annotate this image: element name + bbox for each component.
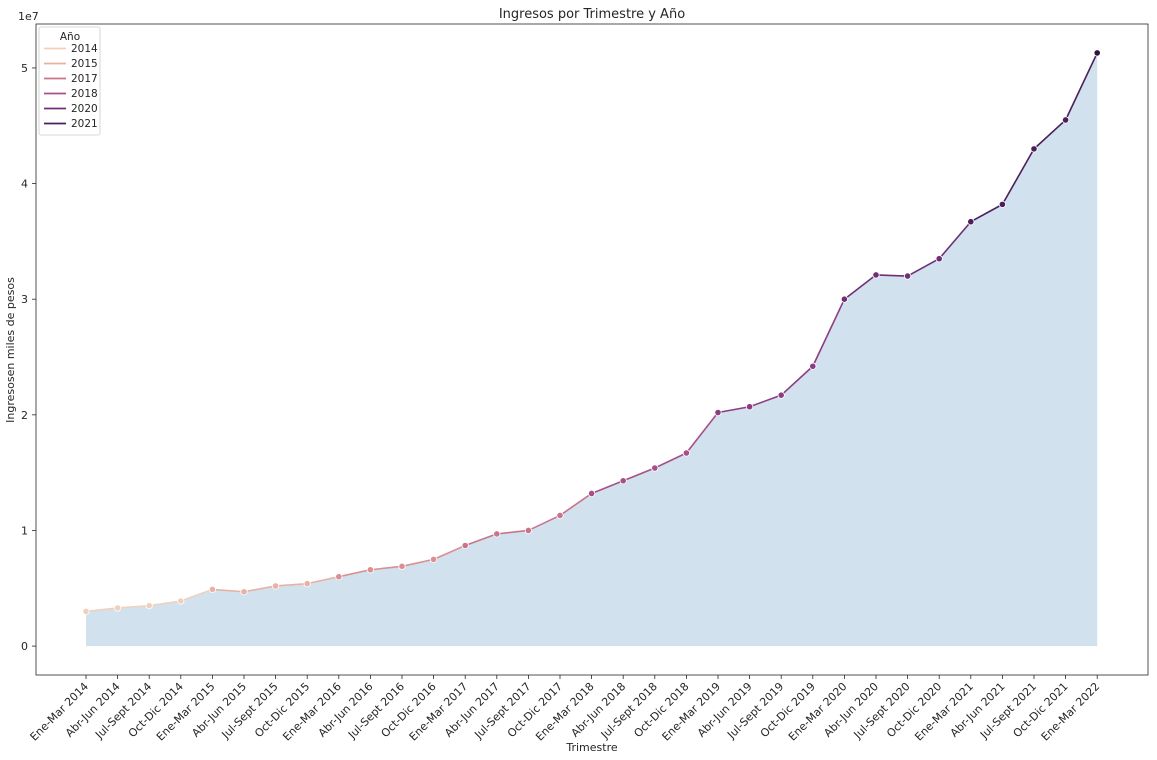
series-line-segment [622,467,656,482]
series-line-segment [1033,119,1067,150]
data-point [714,408,722,417]
data-point [682,449,691,457]
area-fill-layer [86,52,1098,647]
area-fill [86,52,1098,647]
series-line-segment [875,274,908,277]
data-point [809,362,817,370]
series-line-segment [559,492,593,517]
data-point [177,597,185,605]
y-tick-label: 5 [21,62,28,75]
series-line-segment [938,221,972,260]
data-point [524,526,533,535]
series-line-segment [749,394,782,408]
data-point [556,511,564,520]
data-point [998,200,1007,208]
data-point [366,566,374,574]
y-tick-label: 1 [21,524,28,537]
series-line-segment [685,412,719,454]
data-point [114,604,122,612]
data-point [429,555,438,563]
x-axis-label: Trimestre [565,741,617,754]
y-scale-label: 1e7 [18,10,39,23]
series-line-segment [591,479,624,495]
data-point [1093,49,1101,57]
series-line-segment [528,514,561,532]
series-line-segment [149,600,181,607]
data-point [145,602,153,610]
series-line-segment [370,565,403,571]
y-tick-label: 3 [21,293,28,306]
series-line-segment [180,588,213,602]
y-tick-label: 0 [21,640,28,653]
series-line-segment [496,529,529,535]
data-point [619,477,627,485]
data-point [1062,116,1070,124]
x-tick-label: Ene-Mar 2022 [1039,680,1103,744]
series-line-segment [85,607,118,613]
y-tick-label: 4 [21,178,28,191]
legend-title: Año [60,31,80,43]
data-point [777,391,785,399]
data-point [82,607,90,616]
data-point [398,562,406,570]
series-line-segment [780,365,814,396]
data-point [651,464,659,472]
series-line-segment [907,258,940,277]
y-tick-label: 2 [21,409,28,422]
data-point [745,403,754,411]
point-layer [82,49,1101,616]
chart-title: Ingresos por Trimestre y Año [499,7,685,22]
data-point [903,272,912,280]
legend-entry-label: 2017 [71,73,98,85]
series-line-segment [1001,148,1035,205]
legend-entry-label: 2015 [71,58,98,70]
y-axis-label: Ingresosen miles de pesos [4,277,17,423]
series-line-segment [717,405,750,414]
data-point [208,585,216,594]
series-line-segment [464,533,498,547]
data-point [335,573,343,581]
line-layer [85,52,1098,613]
data-point [1030,145,1038,153]
series-line-segment [212,588,245,593]
series-line-segment [307,575,339,585]
series-line-segment [117,604,150,609]
data-point [840,295,849,303]
legend-entry-label: 2020 [71,103,98,115]
series-line-segment [843,274,877,300]
series-line-segment [338,568,371,578]
data-point [461,541,469,550]
series-line-segment [401,558,434,568]
legend-entry-label: 2018 [71,88,98,100]
legend: Año 2014 2015 2017 2018 2020 2021 [38,26,101,136]
legend-entry-label: 2014 [71,43,98,55]
series-line-segment [1064,52,1098,121]
series-line-segment [654,452,687,469]
data-point [587,489,596,498]
legend-entry-label: 2021 [71,118,98,130]
data-point [240,588,248,596]
data-point [493,530,501,538]
data-point [271,582,280,590]
plot-frame [35,23,1149,676]
data-point [303,580,311,588]
data-point [872,271,880,279]
series-line-segment [433,544,466,561]
series-line-segment [970,203,1003,223]
data-point [935,255,943,263]
data-point [967,218,975,226]
series-line-segment [275,582,308,587]
series-line-segment [812,298,846,367]
series-line-segment [243,585,276,593]
y-axis: 0 1 2 3 4 5 [21,62,36,653]
